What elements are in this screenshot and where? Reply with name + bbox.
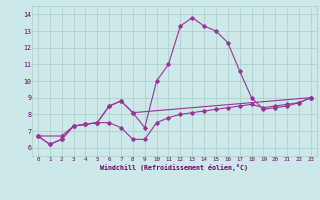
X-axis label: Windchill (Refroidissement éolien,°C): Windchill (Refroidissement éolien,°C) [100, 164, 248, 171]
